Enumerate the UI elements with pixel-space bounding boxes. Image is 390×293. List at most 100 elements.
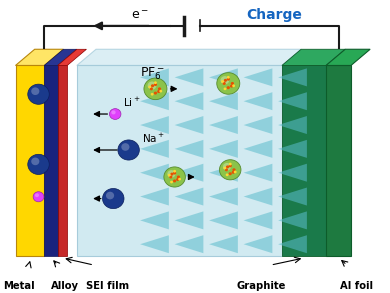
Circle shape bbox=[226, 173, 229, 176]
Text: PF$_6^-$: PF$_6^-$ bbox=[140, 65, 165, 82]
Circle shape bbox=[177, 176, 180, 178]
Text: SEI film: SEI film bbox=[86, 281, 129, 291]
Circle shape bbox=[168, 174, 171, 177]
Circle shape bbox=[110, 109, 121, 120]
Circle shape bbox=[106, 192, 114, 199]
Circle shape bbox=[150, 87, 153, 90]
FancyBboxPatch shape bbox=[326, 65, 351, 256]
Circle shape bbox=[170, 173, 174, 176]
Polygon shape bbox=[209, 235, 238, 253]
Circle shape bbox=[31, 87, 39, 95]
Circle shape bbox=[35, 193, 39, 197]
Circle shape bbox=[118, 140, 139, 160]
Polygon shape bbox=[209, 92, 238, 110]
Polygon shape bbox=[209, 188, 238, 205]
Circle shape bbox=[217, 73, 240, 94]
Polygon shape bbox=[44, 49, 77, 65]
Polygon shape bbox=[77, 49, 301, 65]
Polygon shape bbox=[278, 116, 307, 134]
Polygon shape bbox=[175, 164, 203, 182]
FancyBboxPatch shape bbox=[282, 65, 326, 256]
Text: Charge: Charge bbox=[246, 8, 302, 22]
Text: Graphite: Graphite bbox=[236, 281, 285, 291]
Polygon shape bbox=[244, 235, 272, 253]
Circle shape bbox=[227, 76, 230, 79]
Circle shape bbox=[164, 167, 185, 187]
Circle shape bbox=[144, 78, 167, 100]
Circle shape bbox=[232, 168, 236, 171]
Circle shape bbox=[169, 176, 172, 178]
Polygon shape bbox=[278, 188, 307, 205]
Circle shape bbox=[229, 163, 232, 165]
Polygon shape bbox=[140, 235, 169, 253]
Polygon shape bbox=[244, 116, 272, 134]
Text: Na$^+$: Na$^+$ bbox=[142, 132, 165, 145]
Circle shape bbox=[111, 110, 116, 115]
Circle shape bbox=[232, 84, 235, 87]
Text: e$^-$: e$^-$ bbox=[131, 8, 149, 22]
Polygon shape bbox=[209, 116, 238, 134]
Circle shape bbox=[173, 179, 176, 183]
FancyBboxPatch shape bbox=[16, 65, 44, 256]
Circle shape bbox=[225, 168, 228, 171]
Polygon shape bbox=[175, 68, 203, 86]
Circle shape bbox=[220, 76, 229, 84]
Polygon shape bbox=[175, 211, 203, 229]
Polygon shape bbox=[278, 211, 307, 229]
Text: Li$^+$: Li$^+$ bbox=[123, 96, 140, 109]
Polygon shape bbox=[175, 140, 203, 158]
Circle shape bbox=[224, 79, 227, 82]
Circle shape bbox=[148, 86, 151, 88]
Circle shape bbox=[176, 178, 179, 181]
Polygon shape bbox=[244, 68, 272, 86]
Circle shape bbox=[28, 154, 49, 174]
Polygon shape bbox=[140, 68, 169, 86]
Polygon shape bbox=[209, 211, 238, 229]
Polygon shape bbox=[175, 188, 203, 205]
Polygon shape bbox=[175, 92, 203, 110]
Polygon shape bbox=[278, 164, 307, 182]
Polygon shape bbox=[244, 140, 272, 158]
Circle shape bbox=[167, 170, 176, 178]
Circle shape bbox=[103, 188, 124, 209]
Circle shape bbox=[227, 86, 230, 89]
Circle shape bbox=[173, 171, 176, 175]
Circle shape bbox=[33, 192, 44, 202]
Circle shape bbox=[173, 170, 176, 173]
Circle shape bbox=[151, 93, 154, 96]
Circle shape bbox=[223, 167, 226, 169]
Circle shape bbox=[148, 81, 156, 90]
Polygon shape bbox=[278, 92, 307, 110]
Circle shape bbox=[121, 143, 129, 151]
Polygon shape bbox=[140, 188, 169, 205]
Polygon shape bbox=[278, 140, 307, 158]
Circle shape bbox=[178, 178, 181, 180]
Circle shape bbox=[28, 84, 49, 104]
Polygon shape bbox=[326, 49, 370, 65]
FancyBboxPatch shape bbox=[77, 65, 282, 256]
Circle shape bbox=[230, 85, 233, 88]
Polygon shape bbox=[209, 140, 238, 158]
Polygon shape bbox=[175, 235, 203, 253]
Circle shape bbox=[157, 90, 160, 93]
FancyBboxPatch shape bbox=[58, 65, 67, 256]
Circle shape bbox=[234, 171, 237, 173]
FancyBboxPatch shape bbox=[44, 65, 58, 256]
Circle shape bbox=[154, 81, 157, 84]
Circle shape bbox=[151, 84, 154, 87]
Polygon shape bbox=[175, 116, 203, 134]
Circle shape bbox=[154, 83, 157, 86]
Polygon shape bbox=[140, 211, 169, 229]
Circle shape bbox=[31, 158, 39, 165]
Text: Alloy: Alloy bbox=[51, 281, 79, 291]
Circle shape bbox=[221, 80, 224, 83]
Polygon shape bbox=[209, 164, 238, 182]
Circle shape bbox=[232, 171, 235, 174]
Polygon shape bbox=[16, 49, 64, 65]
Circle shape bbox=[154, 92, 157, 95]
Polygon shape bbox=[140, 92, 169, 110]
Polygon shape bbox=[140, 140, 169, 158]
Circle shape bbox=[227, 78, 230, 81]
Polygon shape bbox=[244, 188, 272, 205]
Polygon shape bbox=[140, 164, 169, 182]
